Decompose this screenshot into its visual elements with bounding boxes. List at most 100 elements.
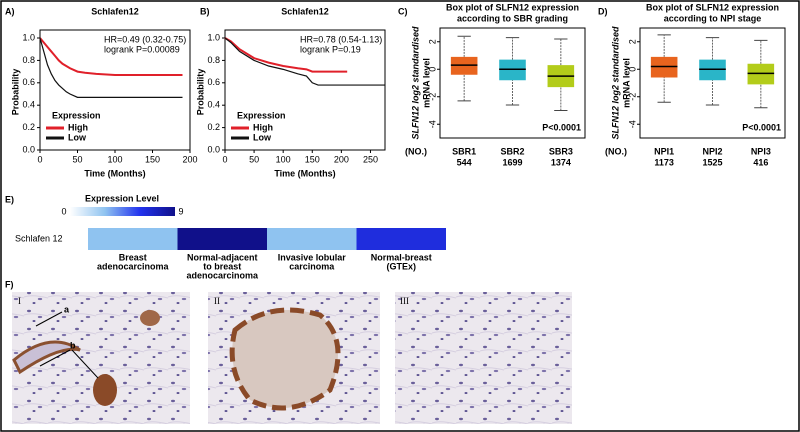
y-tick-label: 0.0 <box>207 144 220 154</box>
colorbar-tick-label: 9 <box>178 206 183 216</box>
column-label: Normal-breast <box>371 252 432 262</box>
heat-cell <box>88 228 178 250</box>
heat-cell <box>267 228 357 250</box>
x-tick-label: 200 <box>182 154 197 164</box>
x-axis-label: Time (Months) <box>274 168 335 178</box>
y-tick-label: 0.0 <box>22 144 35 154</box>
annotation: P<0.0001 <box>542 122 581 132</box>
chart-title: Schlafen12 <box>91 6 139 16</box>
y-axis-label: Probability <box>195 69 205 116</box>
column-label: to breast <box>203 261 241 271</box>
y-tick-label: 0.6 <box>207 77 220 87</box>
y-tick-label: 0.8 <box>22 55 35 65</box>
y-tick-label: 1.0 <box>207 32 220 42</box>
y-tick-label: 0.6 <box>22 77 35 87</box>
stained-area <box>140 310 160 326</box>
y-tick-label: -2 <box>427 93 437 101</box>
x-axis-label: Time (Months) <box>84 168 145 178</box>
y-tick-label: 0.4 <box>22 100 35 110</box>
plot-frame <box>224 29 386 151</box>
plot-frame <box>639 27 786 139</box>
x-tick-label: 0 <box>37 154 42 164</box>
colorbar <box>70 207 175 216</box>
chart-title: Box plot of SLFN12 expression <box>446 2 579 12</box>
panel-label: F) <box>5 279 14 289</box>
panel-label: E) <box>5 194 14 204</box>
panel-label: A) <box>5 6 15 16</box>
arrow <box>71 349 99 379</box>
column-label: Normal-adjacent <box>187 252 258 262</box>
colorbar-tick-label: 0 <box>61 206 66 216</box>
annotation: P<0.0001 <box>742 122 781 132</box>
y-tick-label: -4 <box>627 120 637 128</box>
y-axis-label: SLFN12 log2 standardised <box>610 26 620 140</box>
y-tick-label: 2 <box>427 39 437 44</box>
panel-label: B) <box>200 6 210 16</box>
legend-label: Low <box>68 132 87 142</box>
y-tick-label: 0 <box>427 67 437 72</box>
image-annotation: a <box>64 304 70 314</box>
x-tick-label: SBR2 <box>500 146 524 156</box>
image-label: III <box>400 296 409 306</box>
y-axis-label: mRNA level <box>621 58 631 108</box>
chart-title: according to SBR grading <box>457 13 568 23</box>
legend-label: High <box>68 122 88 132</box>
y-tick-label: 1.0 <box>22 32 35 42</box>
count: 1374 <box>551 157 571 167</box>
count: 544 <box>457 157 472 167</box>
heat-cell <box>356 228 446 250</box>
count: 416 <box>753 157 768 167</box>
x-tick-label: SBR3 <box>549 146 573 156</box>
x-tick-label: SBR1 <box>452 146 476 156</box>
image-label: I <box>18 296 21 306</box>
duct <box>12 340 81 375</box>
stained-gland <box>229 307 341 411</box>
survival-curve <box>224 37 348 73</box>
y-tick-label: 0 <box>627 67 637 72</box>
x-tick-label: 250 <box>363 154 378 164</box>
y-tick-label: 0.8 <box>207 55 220 65</box>
stained-area <box>93 374 117 406</box>
x-tick-label: NPI3 <box>751 146 771 156</box>
column-label: adenocarcinoma <box>186 270 259 280</box>
x-tick-label: 100 <box>276 154 291 164</box>
y-tick-label: 0.2 <box>22 122 35 132</box>
heat-cell <box>177 228 267 250</box>
micrograph-3 <box>395 292 572 424</box>
column-label: adenocarcinoma <box>97 261 170 271</box>
survival-curve <box>39 37 183 76</box>
x-tick-label: 100 <box>107 154 122 164</box>
y-axis-label: SLFN12 log2 standardised <box>410 26 420 140</box>
column-label: Breast <box>119 252 147 262</box>
x-tick-label: 150 <box>305 154 320 164</box>
count: 1525 <box>702 157 722 167</box>
image-label: II <box>214 296 220 306</box>
arrow <box>35 311 63 327</box>
annotation: HR=0.78 (0.54-1.13) <box>300 34 382 44</box>
x-tick-label: 50 <box>72 154 82 164</box>
column-label: (GTEx) <box>386 261 416 271</box>
chart-title: Box plot of SLFN12 expression <box>646 2 779 12</box>
annotation: logrank P=0.19 <box>300 44 361 54</box>
y-tick-label: -4 <box>427 120 437 128</box>
x-tick-label: 0 <box>222 154 227 164</box>
y-tick-label: 0.4 <box>207 100 220 110</box>
y-tick-label: -2 <box>627 93 637 101</box>
chart-title: according to NPI stage <box>664 13 762 23</box>
legend-title: Expression <box>237 110 286 120</box>
count-label: (NO.) <box>405 146 427 156</box>
x-tick-label: 200 <box>334 154 349 164</box>
column-label: carcinoma <box>289 261 335 271</box>
panel-label: C) <box>398 6 408 16</box>
x-tick-label: NPI1 <box>654 146 674 156</box>
panel-label: D) <box>598 6 608 16</box>
x-tick-label: 150 <box>145 154 160 164</box>
survival-curve <box>224 37 385 86</box>
legend-title: Expression <box>52 110 101 120</box>
legend-label: High <box>253 122 273 132</box>
y-axis-label: Probability <box>10 69 20 116</box>
y-tick-label: 0.2 <box>207 122 220 132</box>
plot-frame <box>439 27 586 139</box>
